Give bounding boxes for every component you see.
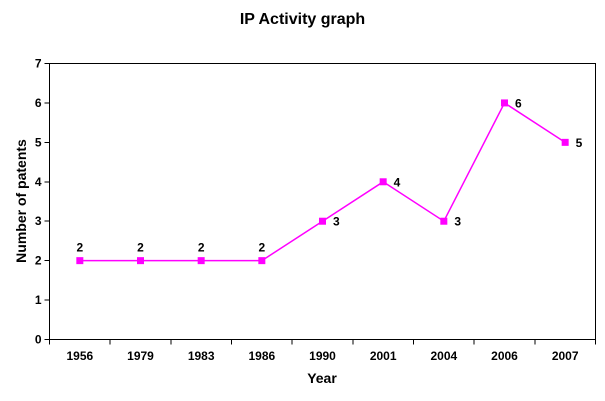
- series-line: [79, 101, 566, 262]
- y-tick-label: 5: [35, 135, 42, 149]
- x-tick-label: 1956: [66, 349, 93, 363]
- data-point-marker: [440, 217, 448, 225]
- data-label: 4: [394, 175, 401, 189]
- data-point-marker: [501, 99, 508, 107]
- y-tick-label: 2: [35, 254, 42, 268]
- plot-generated: 0 1 2 3 4 5 6 7 1956 1979 1983 1986 1990 2001 2004 2006…: [35, 57, 596, 363]
- y-tick-label: 3: [35, 214, 42, 228]
- x-tick-label: 1979: [127, 349, 154, 363]
- data-point-marker: [258, 257, 266, 265]
- x-tick-label: 2001: [370, 349, 397, 363]
- y-tick-label: 0: [35, 333, 42, 347]
- data-label: 6: [515, 96, 522, 110]
- data-point-marker: [379, 178, 387, 186]
- y-tick-label: 7: [35, 57, 42, 71]
- data-label: 5: [576, 136, 583, 150]
- chart-title: IP Activity graph: [239, 11, 366, 28]
- data-label: 2: [198, 241, 205, 255]
- x-tick-label: 2006: [491, 349, 518, 363]
- y-tick-label: 4: [35, 175, 42, 189]
- data-point-marker: [197, 257, 205, 265]
- y-axis-title: Number of patents: [13, 139, 29, 263]
- data-label: 3: [333, 215, 340, 229]
- x-axis-title: Year: [307, 370, 337, 386]
- y-tick-label: 6: [35, 96, 42, 110]
- data-point-marker: [76, 257, 84, 265]
- plot-border: [49, 63, 596, 340]
- data-point-marker: [561, 138, 569, 146]
- data-label: 2: [76, 241, 83, 255]
- y-tick-label: 1: [35, 293, 42, 307]
- x-tick-label: 2004: [430, 349, 457, 363]
- x-tick-label: 1986: [248, 349, 275, 363]
- x-tick-label: 1990: [309, 349, 336, 363]
- data-label: 3: [454, 215, 461, 229]
- data-point-marker: [319, 217, 326, 225]
- data-label: 2: [137, 241, 144, 255]
- x-tick-label: 2007: [552, 349, 579, 363]
- data-point-marker: [137, 257, 144, 265]
- data-label: 2: [258, 241, 265, 255]
- x-tick-label: 1983: [188, 349, 215, 363]
